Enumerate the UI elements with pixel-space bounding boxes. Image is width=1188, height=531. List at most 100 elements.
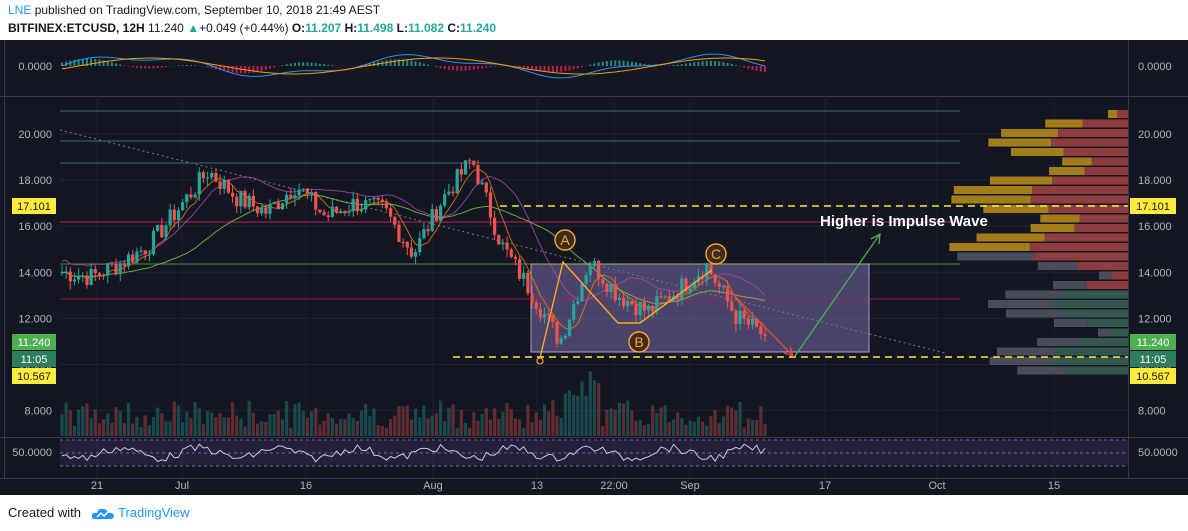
macd-hist-bar [106,61,109,66]
chart-canvas[interactable]: A B C Higher is Impulse Wave [0,40,1188,495]
volume-bar [239,418,243,436]
volume-bar [185,411,189,436]
macd-hist-bar [94,58,97,66]
candle-body [434,208,438,221]
volume-bar [426,418,430,436]
volume-bar [730,407,734,436]
badge-timer-left: 11:05 [12,351,56,367]
candle-body [717,282,721,287]
candle-body [85,275,89,285]
macd-pane[interactable] [61,53,766,79]
volume-bar [584,395,588,436]
volume-bar [509,409,513,436]
candle-body [418,238,422,253]
publisher-name[interactable]: LNE [8,3,32,17]
macd-hist-bar [252,66,255,73]
candle-body [255,206,260,214]
volume-bar [422,405,426,436]
candle-body [106,263,110,276]
wave-label-a[interactable]: A [554,229,576,251]
candle-body [626,300,630,307]
profile-bar-right [1087,319,1128,327]
wave-label-b[interactable]: B [628,331,650,353]
candle-body [517,259,522,279]
volume-bar [567,390,572,436]
volume-bars [60,371,767,436]
candle-body [247,195,251,208]
badge-10567-left: 10.567 [12,368,56,384]
profile-bar-left [953,186,1033,194]
candle-body [355,198,359,212]
macd-hist-bar [597,62,600,66]
volume-bar [205,410,210,436]
candle-body [214,172,218,182]
volume-bar [72,425,77,436]
candle-body [326,215,330,217]
macd-hist-bar [298,62,301,66]
time-axis[interactable]: 21 Jul 16 Aug 13 22:00 Sep 17 Oct 15 [91,480,1060,492]
profile-bar-left [949,243,1030,251]
macd-hist-bar [493,66,496,67]
candle-body [380,199,384,203]
y-tick-right-8: 8.000 [1138,406,1166,418]
volume-bar [280,419,285,436]
macd-hist-bar [472,66,475,70]
volume-bar [725,405,730,436]
macd-hist-bar [219,66,222,71]
macd-hist-bar [389,59,392,66]
macd-hist-bar [318,63,321,66]
volume-bar [559,417,563,436]
impulse-wave-annotation[interactable]: Higher is Impulse Wave [820,213,988,230]
candle-body [526,272,530,294]
rsi-line[interactable] [61,443,766,463]
svg-text:11.240: 11.240 [18,337,51,349]
y-tick-right-16: 16.000 [1138,221,1172,233]
wave-label-c[interactable]: C [705,243,727,265]
volume-bar [401,406,405,436]
candle-body [555,322,559,344]
candle-body [376,197,380,200]
volume-bar [763,424,767,436]
candle-body [763,333,767,336]
x-tick-0: 21 [91,480,103,492]
candle-body [68,271,72,282]
macd-hist-bar [676,64,679,66]
tradingview-brand-link[interactable]: TradingView [118,505,190,520]
volume-bar [438,400,443,436]
macd-hist-bar [331,65,334,66]
red-projection-arrow[interactable] [723,284,795,358]
candle-body [193,194,197,198]
x-tick-7: 17 [819,480,831,492]
candle-body [97,273,102,275]
candle-body [630,300,634,305]
profile-bar-left [1037,262,1079,270]
macd-hist-bar [148,66,151,69]
candle-body [189,194,193,198]
macd-hist-bar [514,66,517,67]
svg-text:10.567: 10.567 [1136,371,1170,383]
footer: Created with TradingView [8,505,190,521]
macd-hist-bar [268,66,271,69]
volume-bar [638,420,642,436]
volume-bar [646,424,651,436]
rsi-path [61,443,766,463]
volume-bar [551,400,555,436]
macd-hist-bar [393,59,396,66]
volume-bar [272,414,276,436]
macd-hist-bar [302,62,305,66]
macd-hist-bar [73,59,76,66]
y-tick-right-18: 18.000 [1138,175,1172,187]
candle-body [226,180,230,193]
volume-bar [476,420,480,436]
high-label: H: [344,21,358,35]
abc-wave-line[interactable] [539,260,713,359]
macd-hist-bar [160,66,163,68]
volume-bar [193,402,197,436]
volume-bar [60,414,64,436]
green-projection-arrow[interactable] [794,232,881,357]
candle-body [563,335,567,339]
chart-area[interactable]: A B C Higher is Impulse Wave [0,40,1188,495]
volume-bar [597,383,601,436]
macd-hist-bar [306,62,309,66]
macd-hist-bar [281,65,284,66]
